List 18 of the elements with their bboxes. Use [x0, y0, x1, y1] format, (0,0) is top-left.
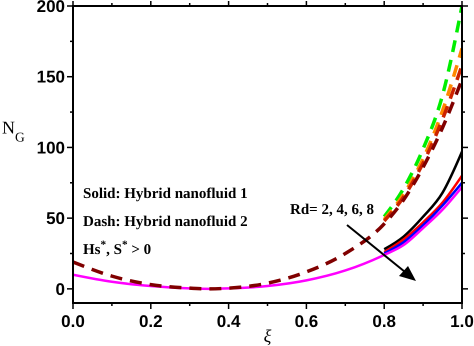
x-tick-label: 0.4 [216, 312, 241, 331]
y-tick-label: 200 [36, 0, 65, 16]
y-axis-title: N$_{G}$ [2, 117, 25, 144]
x-tick-label: 0.6 [294, 312, 318, 331]
line-series [382, 6, 462, 218]
y-tick-label: 0 [56, 280, 65, 299]
y-tick-label: 100 [36, 138, 65, 158]
x-tick-label: 1.0 [450, 312, 474, 331]
x-tick-label: 0.0 [61, 312, 85, 331]
annotation: Hs$^{*}$, S$^{*}$ > 0 [83, 239, 152, 258]
annotation: Solid: Hybrid nanofluid 1 [83, 186, 248, 202]
x-tick-label: 0.2 [138, 312, 163, 331]
y-tick-label: 150 [36, 68, 65, 87]
annotation: Dash: Hybrid nanofluid 2 [83, 214, 248, 230]
x-tick-label: 0.8 [372, 312, 396, 331]
y-tick-label: 50 [46, 209, 65, 228]
x-axis-title: ξ [264, 326, 272, 346]
annotation: Rd= 2, 4, 6, 8 [290, 202, 374, 218]
